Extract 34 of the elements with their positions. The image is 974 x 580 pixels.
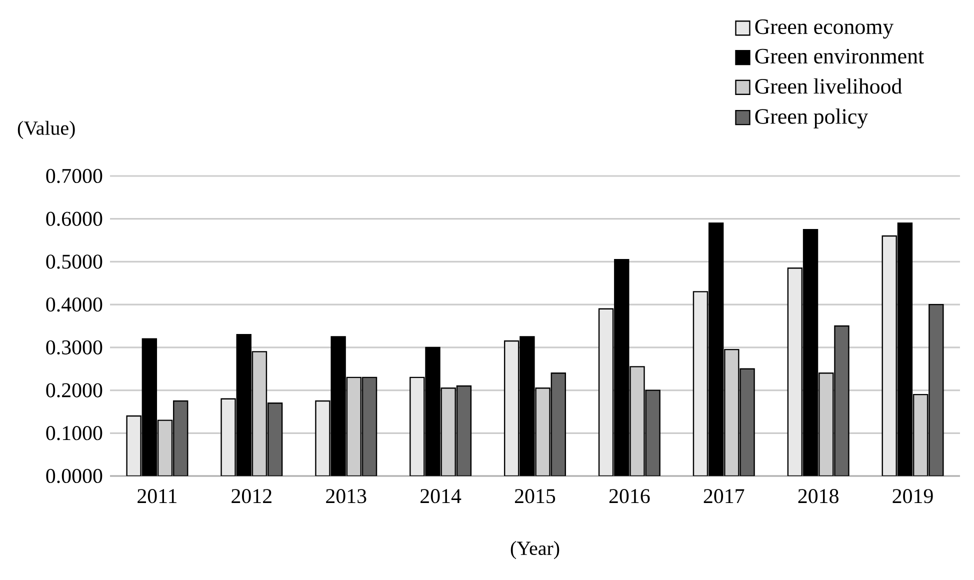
x-tick-label: 2011 xyxy=(138,489,176,504)
legend-label: Green livelihood xyxy=(755,78,902,94)
legend-label: Green environment xyxy=(755,48,924,64)
bar xyxy=(598,308,614,476)
y-tick-label: 0.3000 xyxy=(46,340,102,355)
y-tick-label: 0.6000 xyxy=(46,212,102,226)
y-tick-label: 0.0000 xyxy=(46,468,102,484)
bar xyxy=(504,340,520,476)
bar xyxy=(882,235,897,476)
legend-label: Green economy xyxy=(755,19,894,39)
x-tick-label: 2015 xyxy=(514,489,556,504)
y-tick-label: 0.5000 xyxy=(46,254,102,269)
bar xyxy=(410,376,425,476)
y-tick-label: 0.1000 xyxy=(46,426,102,440)
bar xyxy=(456,385,472,476)
x-tick-label: 2016 xyxy=(609,489,650,504)
x-tick-label: 2019 xyxy=(892,489,933,504)
bar xyxy=(173,400,188,476)
y-axis-title: (Value) xyxy=(18,120,75,139)
x-axis-title: (Year) xyxy=(510,541,560,560)
bar xyxy=(787,268,803,476)
bar xyxy=(362,376,378,476)
x-tick-label: 2014 xyxy=(420,489,462,504)
x-tick-label: 2017 xyxy=(704,489,744,504)
x-tick-label: 2018 xyxy=(798,489,838,504)
legend-label: Green policy xyxy=(755,108,868,128)
y-tick-label: 0.2000 xyxy=(46,383,102,398)
x-tick-label: 2013 xyxy=(326,489,366,504)
bar xyxy=(550,372,566,476)
bar xyxy=(692,291,708,476)
y-tick-label: 0.4000 xyxy=(46,297,102,312)
bar xyxy=(267,402,283,476)
y-tick-label: 0.7000 xyxy=(46,168,102,184)
x-tick-label: 2012 xyxy=(232,489,272,504)
